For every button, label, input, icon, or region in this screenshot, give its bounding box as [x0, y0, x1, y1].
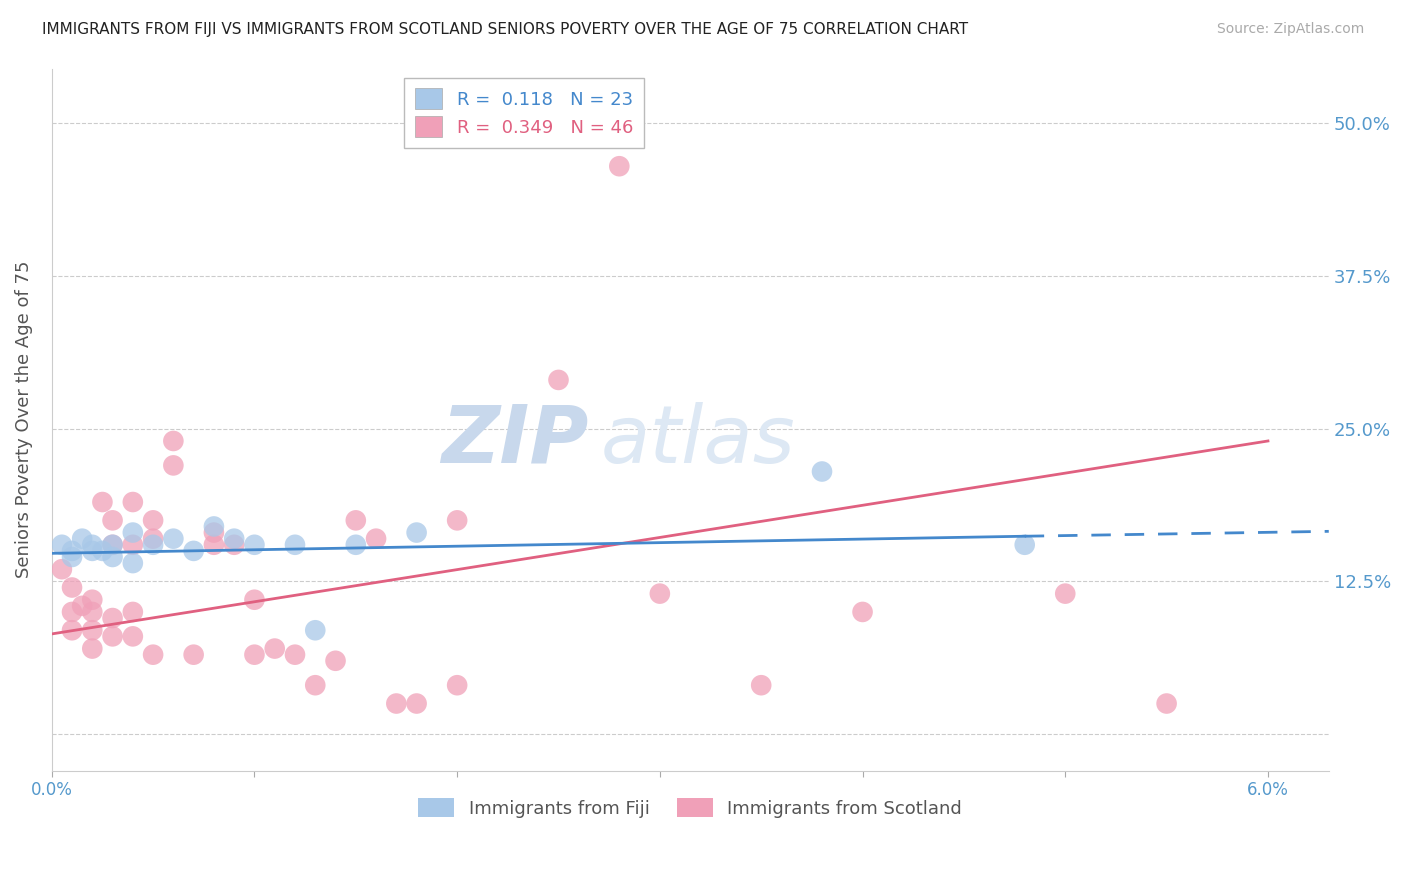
Point [82, 624, 104, 638]
Point [446, 513, 468, 527]
Point [1156, 697, 1178, 711]
Point [162, 458, 184, 473]
Point [121, 556, 143, 570]
Point [101, 549, 124, 564]
Point [82, 592, 104, 607]
Point [405, 697, 427, 711]
Point [101, 611, 124, 625]
Point [183, 544, 205, 558]
Point [243, 648, 266, 662]
Point [811, 465, 834, 479]
Point [91, 495, 114, 509]
Point [60, 605, 83, 619]
Point [446, 678, 468, 692]
Point [82, 544, 104, 558]
Point [547, 373, 569, 387]
Point [121, 525, 143, 540]
Point [121, 495, 143, 509]
Point [60, 624, 83, 638]
Point [344, 513, 367, 527]
Point [51, 538, 73, 552]
Text: atlas: atlas [600, 401, 796, 480]
Point [101, 538, 124, 552]
Point [243, 538, 266, 552]
Point [325, 654, 347, 668]
Point [142, 532, 165, 546]
Point [243, 592, 266, 607]
Point [1014, 538, 1036, 552]
Point [101, 538, 124, 552]
Point [405, 525, 427, 540]
Point [851, 605, 873, 619]
Point [82, 605, 104, 619]
Point [224, 538, 246, 552]
Point [121, 605, 143, 619]
Y-axis label: Seniors Poverty Over the Age of 75: Seniors Poverty Over the Age of 75 [15, 260, 32, 578]
Point [142, 648, 165, 662]
Point [202, 525, 225, 540]
Point [648, 586, 671, 600]
Point [304, 678, 326, 692]
Point [1054, 586, 1077, 600]
Point [183, 648, 205, 662]
Point [142, 513, 165, 527]
Point [749, 678, 772, 692]
Point [101, 513, 124, 527]
Point [60, 544, 83, 558]
Text: IMMIGRANTS FROM FIJI VS IMMIGRANTS FROM SCOTLAND SENIORS POVERTY OVER THE AGE OF: IMMIGRANTS FROM FIJI VS IMMIGRANTS FROM … [42, 22, 969, 37]
Point [202, 519, 225, 533]
Point [70, 599, 93, 613]
Point [142, 538, 165, 552]
Point [82, 538, 104, 552]
Point [385, 697, 408, 711]
Point [51, 562, 73, 576]
Point [60, 549, 83, 564]
Point [60, 581, 83, 595]
Point [82, 641, 104, 656]
Text: ZIP: ZIP [440, 401, 588, 480]
Point [284, 538, 307, 552]
Point [364, 532, 387, 546]
Point [224, 532, 246, 546]
Point [202, 538, 225, 552]
Point [70, 532, 93, 546]
Text: Source: ZipAtlas.com: Source: ZipAtlas.com [1216, 22, 1364, 37]
Point [91, 544, 114, 558]
Point [304, 624, 326, 638]
Point [162, 532, 184, 546]
Point [344, 538, 367, 552]
Point [607, 159, 630, 173]
Point [121, 538, 143, 552]
Point [284, 648, 307, 662]
Legend: Immigrants from Fiji, Immigrants from Scotland: Immigrants from Fiji, Immigrants from Sc… [411, 791, 969, 825]
Point [101, 629, 124, 643]
Point [121, 629, 143, 643]
Point [263, 641, 285, 656]
Point [162, 434, 184, 448]
